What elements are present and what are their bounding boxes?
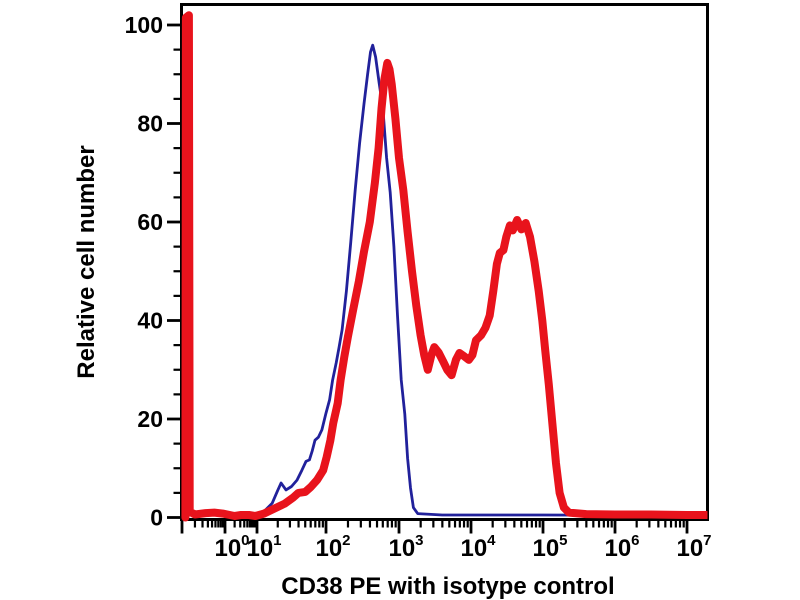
y-axis-tick-labels: 0 20 40 60 80 100 [125, 12, 163, 531]
x-tick-label: 103 [388, 532, 423, 562]
cd38-pe-curve [181, 11, 708, 522]
x-tick-label: 102 [315, 532, 350, 562]
x-tick-label: 107 [676, 532, 711, 562]
y-tick-label: 20 [137, 406, 163, 432]
y-tick-label: 60 [137, 209, 163, 235]
x-tick-label: 104 [460, 532, 496, 562]
plot-frame [180, 3, 709, 521]
histogram-curves [181, 11, 708, 522]
isotype-control-curve [241, 43, 708, 518]
x-tick-label: 101 [246, 532, 281, 562]
y-axis-title: Relative cell number [73, 145, 100, 378]
x-tick-label: 105 [532, 532, 567, 562]
y-tick-label: 40 [137, 308, 163, 334]
x-axis-title: CD38 PE with isotype control [281, 573, 614, 600]
x-axis-ticks [180, 520, 689, 534]
y-tick-label: 100 [125, 12, 163, 38]
y-tick-label: 0 [150, 505, 163, 531]
y-tick-label: 80 [137, 111, 163, 137]
x-tick-label: 106 [604, 532, 639, 562]
x-tick-label: 100 [214, 532, 249, 562]
y-axis-ticks [167, 23, 181, 519]
